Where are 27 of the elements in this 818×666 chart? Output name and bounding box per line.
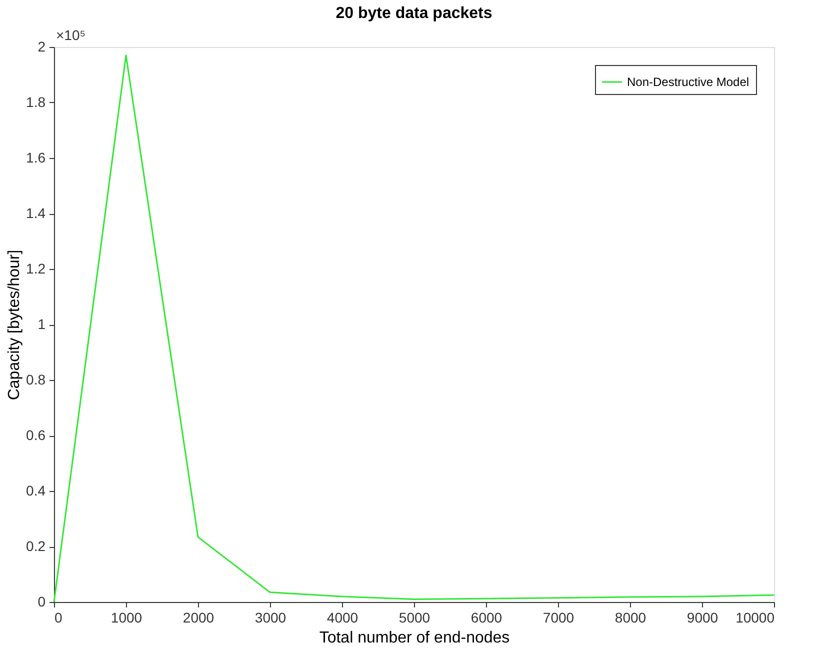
y-tick-label: 0.6: [26, 427, 46, 443]
y-tick-label: 0.4: [26, 482, 46, 498]
x-tick-label: 6000: [470, 610, 502, 626]
x-tick-label: 5000: [398, 610, 430, 626]
x-tick-label: 0: [54, 610, 62, 626]
x-tick-label: 1000: [110, 610, 142, 626]
y-tick-label: 1.2: [26, 260, 46, 276]
y-tick-label: 1.4: [26, 205, 46, 221]
x-tick-label: 7000: [542, 610, 574, 626]
y-tick-label: 0.2: [26, 538, 46, 554]
x-tick-label: 10000: [736, 610, 775, 626]
x-tick-label: 2000: [182, 610, 214, 626]
x-tick-label: 4000: [326, 610, 358, 626]
y-axis-title: Capacity [bytes/hour]: [6, 250, 24, 400]
y-tick-label: 2: [38, 38, 46, 54]
y-tick-label: 1: [38, 316, 46, 332]
chart-title: 20 byte data packets: [336, 5, 492, 22]
y-tick-label: 1.8: [26, 94, 46, 110]
y-tick-label: 0.8: [26, 372, 46, 388]
x-axis-title: Total number of end-nodes: [319, 630, 510, 646]
y-tick-label: 0: [38, 594, 46, 610]
text: ×10⁵: [56, 27, 86, 43]
y-tick-label: 1.6: [26, 150, 46, 166]
x-tick-label: 8000: [614, 610, 646, 626]
x-tick-label: 3000: [254, 610, 286, 626]
x-tick-label: 9000: [686, 610, 718, 626]
legend-label: Non-Destructive Model: [627, 75, 750, 89]
